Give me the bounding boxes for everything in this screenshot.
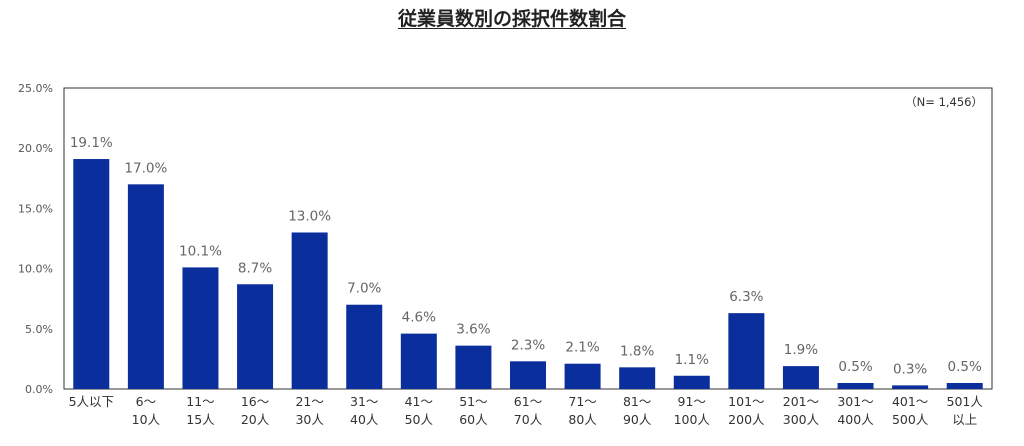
category-label: 61〜 — [514, 394, 542, 409]
bar — [564, 363, 601, 389]
bar — [127, 184, 164, 389]
category-label: 301〜 — [837, 394, 873, 409]
data-label: 2.1% — [565, 340, 599, 356]
bar — [346, 304, 383, 389]
data-label: 0.3% — [893, 361, 927, 377]
category-label: 80人 — [568, 412, 597, 427]
y-tick-label: 20.0% — [18, 142, 53, 155]
bar — [619, 367, 656, 389]
category-label: 21〜 — [295, 394, 323, 409]
category-label: 71〜 — [568, 394, 596, 409]
data-label: 3.6% — [456, 322, 490, 338]
bar — [182, 267, 219, 389]
category-label: 30人 — [295, 412, 324, 427]
x-axis-labels: 5人以下 6〜 10人 11〜 15人 16〜 20人 21〜 30人 31〜 40人 41〜 50人 5… — [69, 394, 984, 427]
category-label: 41〜 — [405, 394, 433, 409]
category-label: 300人 — [783, 412, 820, 427]
data-label: 13.0% — [288, 208, 331, 224]
bar — [455, 345, 492, 389]
data-label: 17.0% — [124, 160, 167, 176]
category-label: 50人 — [405, 412, 434, 427]
data-label: 6.3% — [729, 289, 763, 305]
y-tick-label: 5.0% — [25, 323, 53, 336]
y-tick-label: 10.0% — [18, 263, 53, 276]
chart-title: 従業員数別の採択件数割合 — [397, 8, 626, 30]
bar — [291, 232, 328, 389]
bars — [73, 159, 983, 389]
category-label: 100人 — [674, 412, 711, 427]
category-label: 20人 — [241, 412, 270, 427]
category-label: 500人 — [892, 412, 929, 427]
data-label: 10.1% — [179, 243, 222, 259]
category-label: 60人 — [459, 412, 488, 427]
category-label: 6〜 — [136, 394, 156, 409]
category-label: 91〜 — [678, 394, 706, 409]
bar — [400, 333, 437, 389]
category-label: 5人以下 — [69, 394, 114, 409]
data-label: 7.0% — [347, 281, 381, 297]
category-label: 90人 — [623, 412, 652, 427]
data-label: 1.1% — [675, 352, 709, 368]
data-label: 0.5% — [948, 359, 982, 375]
bar — [728, 313, 765, 389]
bar — [782, 366, 819, 389]
category-label: 16〜 — [241, 394, 269, 409]
category-label: 81〜 — [623, 394, 651, 409]
bar — [73, 159, 110, 389]
data-label: 1.8% — [620, 343, 654, 359]
category-label: 40人 — [350, 412, 379, 427]
category-label: 51〜 — [459, 394, 487, 409]
category-label: 10人 — [132, 412, 161, 427]
category-label: 401〜 — [892, 394, 928, 409]
category-label: 200人 — [728, 412, 765, 427]
data-label: 1.9% — [784, 342, 818, 358]
bar — [837, 382, 874, 389]
data-labels: 19.1% 17.0% 10.1% 8.7% 13.0% 7.0% 4.6% 3.6% 2.3%… — [70, 135, 982, 377]
data-label: 4.6% — [402, 310, 436, 326]
category-label: 以上 — [952, 412, 977, 427]
data-label: 0.5% — [838, 359, 872, 375]
y-tick-label: 25.0% — [18, 82, 53, 95]
category-label: 70人 — [514, 412, 543, 427]
y-tick-label: 15.0% — [18, 202, 53, 215]
sample-size-note: （N= 1,456） — [905, 95, 983, 109]
bar — [673, 375, 710, 389]
data-label: 8.7% — [238, 260, 272, 276]
y-axis-ticks: 0.0% 5.0% 10.0% 15.0% 20.0% 25.0% — [18, 82, 53, 396]
bar — [946, 382, 983, 389]
bar — [510, 361, 546, 389]
bar — [237, 284, 274, 389]
category-label: 31〜 — [350, 394, 378, 409]
category-label: 201〜 — [783, 394, 819, 409]
category-label: 11〜 — [186, 394, 214, 409]
category-label: 400人 — [837, 412, 874, 427]
data-label: 2.3% — [511, 337, 545, 353]
category-label: 101〜 — [728, 394, 764, 409]
y-tick-label: 0.0% — [25, 383, 53, 396]
category-label: 501人 — [947, 394, 984, 409]
bar — [892, 385, 929, 389]
category-label: 15人 — [186, 412, 215, 427]
data-label: 19.1% — [70, 135, 113, 151]
